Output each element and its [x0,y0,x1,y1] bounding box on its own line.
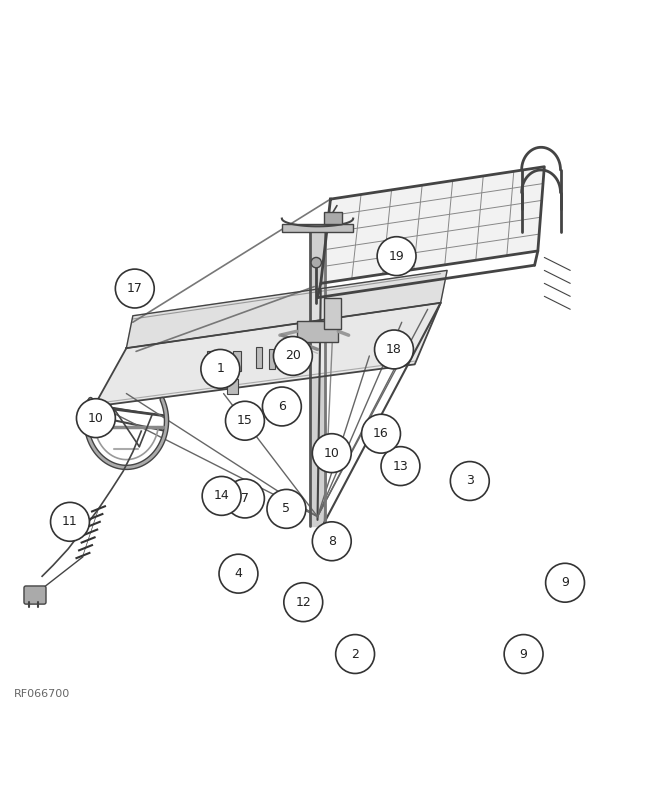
Text: 12: 12 [295,596,311,609]
Text: 1: 1 [216,362,224,375]
FancyBboxPatch shape [233,351,241,371]
Text: 11: 11 [62,515,78,528]
Circle shape [262,387,301,426]
Circle shape [450,462,489,501]
Circle shape [273,337,312,375]
Polygon shape [94,303,441,406]
Text: RF066700: RF066700 [14,690,71,699]
Circle shape [377,237,416,275]
Text: 7: 7 [241,492,249,505]
Text: 14: 14 [214,490,229,502]
Circle shape [375,330,413,369]
Circle shape [504,634,543,674]
Text: 15: 15 [237,414,253,427]
Circle shape [201,350,240,388]
FancyBboxPatch shape [297,321,338,342]
Text: 2: 2 [351,647,359,661]
FancyBboxPatch shape [324,212,342,224]
Text: 16: 16 [373,427,389,440]
Text: 10: 10 [324,446,340,460]
FancyBboxPatch shape [256,347,262,368]
Circle shape [267,490,306,528]
Text: 3: 3 [466,474,474,487]
Circle shape [336,634,375,674]
Text: 4: 4 [235,567,242,580]
Circle shape [381,446,420,486]
Circle shape [546,563,584,602]
FancyBboxPatch shape [207,350,218,369]
Polygon shape [321,166,544,283]
FancyBboxPatch shape [282,224,353,231]
Text: 17: 17 [127,282,143,295]
FancyBboxPatch shape [269,350,275,369]
Text: 8: 8 [328,534,336,548]
Text: 18: 18 [386,343,402,356]
Circle shape [284,582,323,622]
Polygon shape [126,270,447,348]
FancyBboxPatch shape [24,586,46,604]
Text: 9: 9 [520,647,527,661]
Text: 9: 9 [561,576,569,590]
Circle shape [202,477,241,515]
Text: 20: 20 [285,350,301,362]
Circle shape [311,258,321,268]
Circle shape [362,414,400,453]
Circle shape [76,398,115,438]
Text: 6: 6 [278,400,286,413]
Text: 5: 5 [283,502,290,515]
Circle shape [312,522,351,561]
Circle shape [51,502,89,542]
Text: 13: 13 [393,459,408,473]
Circle shape [226,479,264,518]
FancyBboxPatch shape [324,298,341,329]
Text: 10: 10 [88,412,104,425]
Circle shape [312,434,351,473]
Circle shape [219,554,258,593]
Text: 19: 19 [389,250,404,262]
FancyBboxPatch shape [227,379,238,394]
Circle shape [226,402,264,440]
Circle shape [115,269,154,308]
